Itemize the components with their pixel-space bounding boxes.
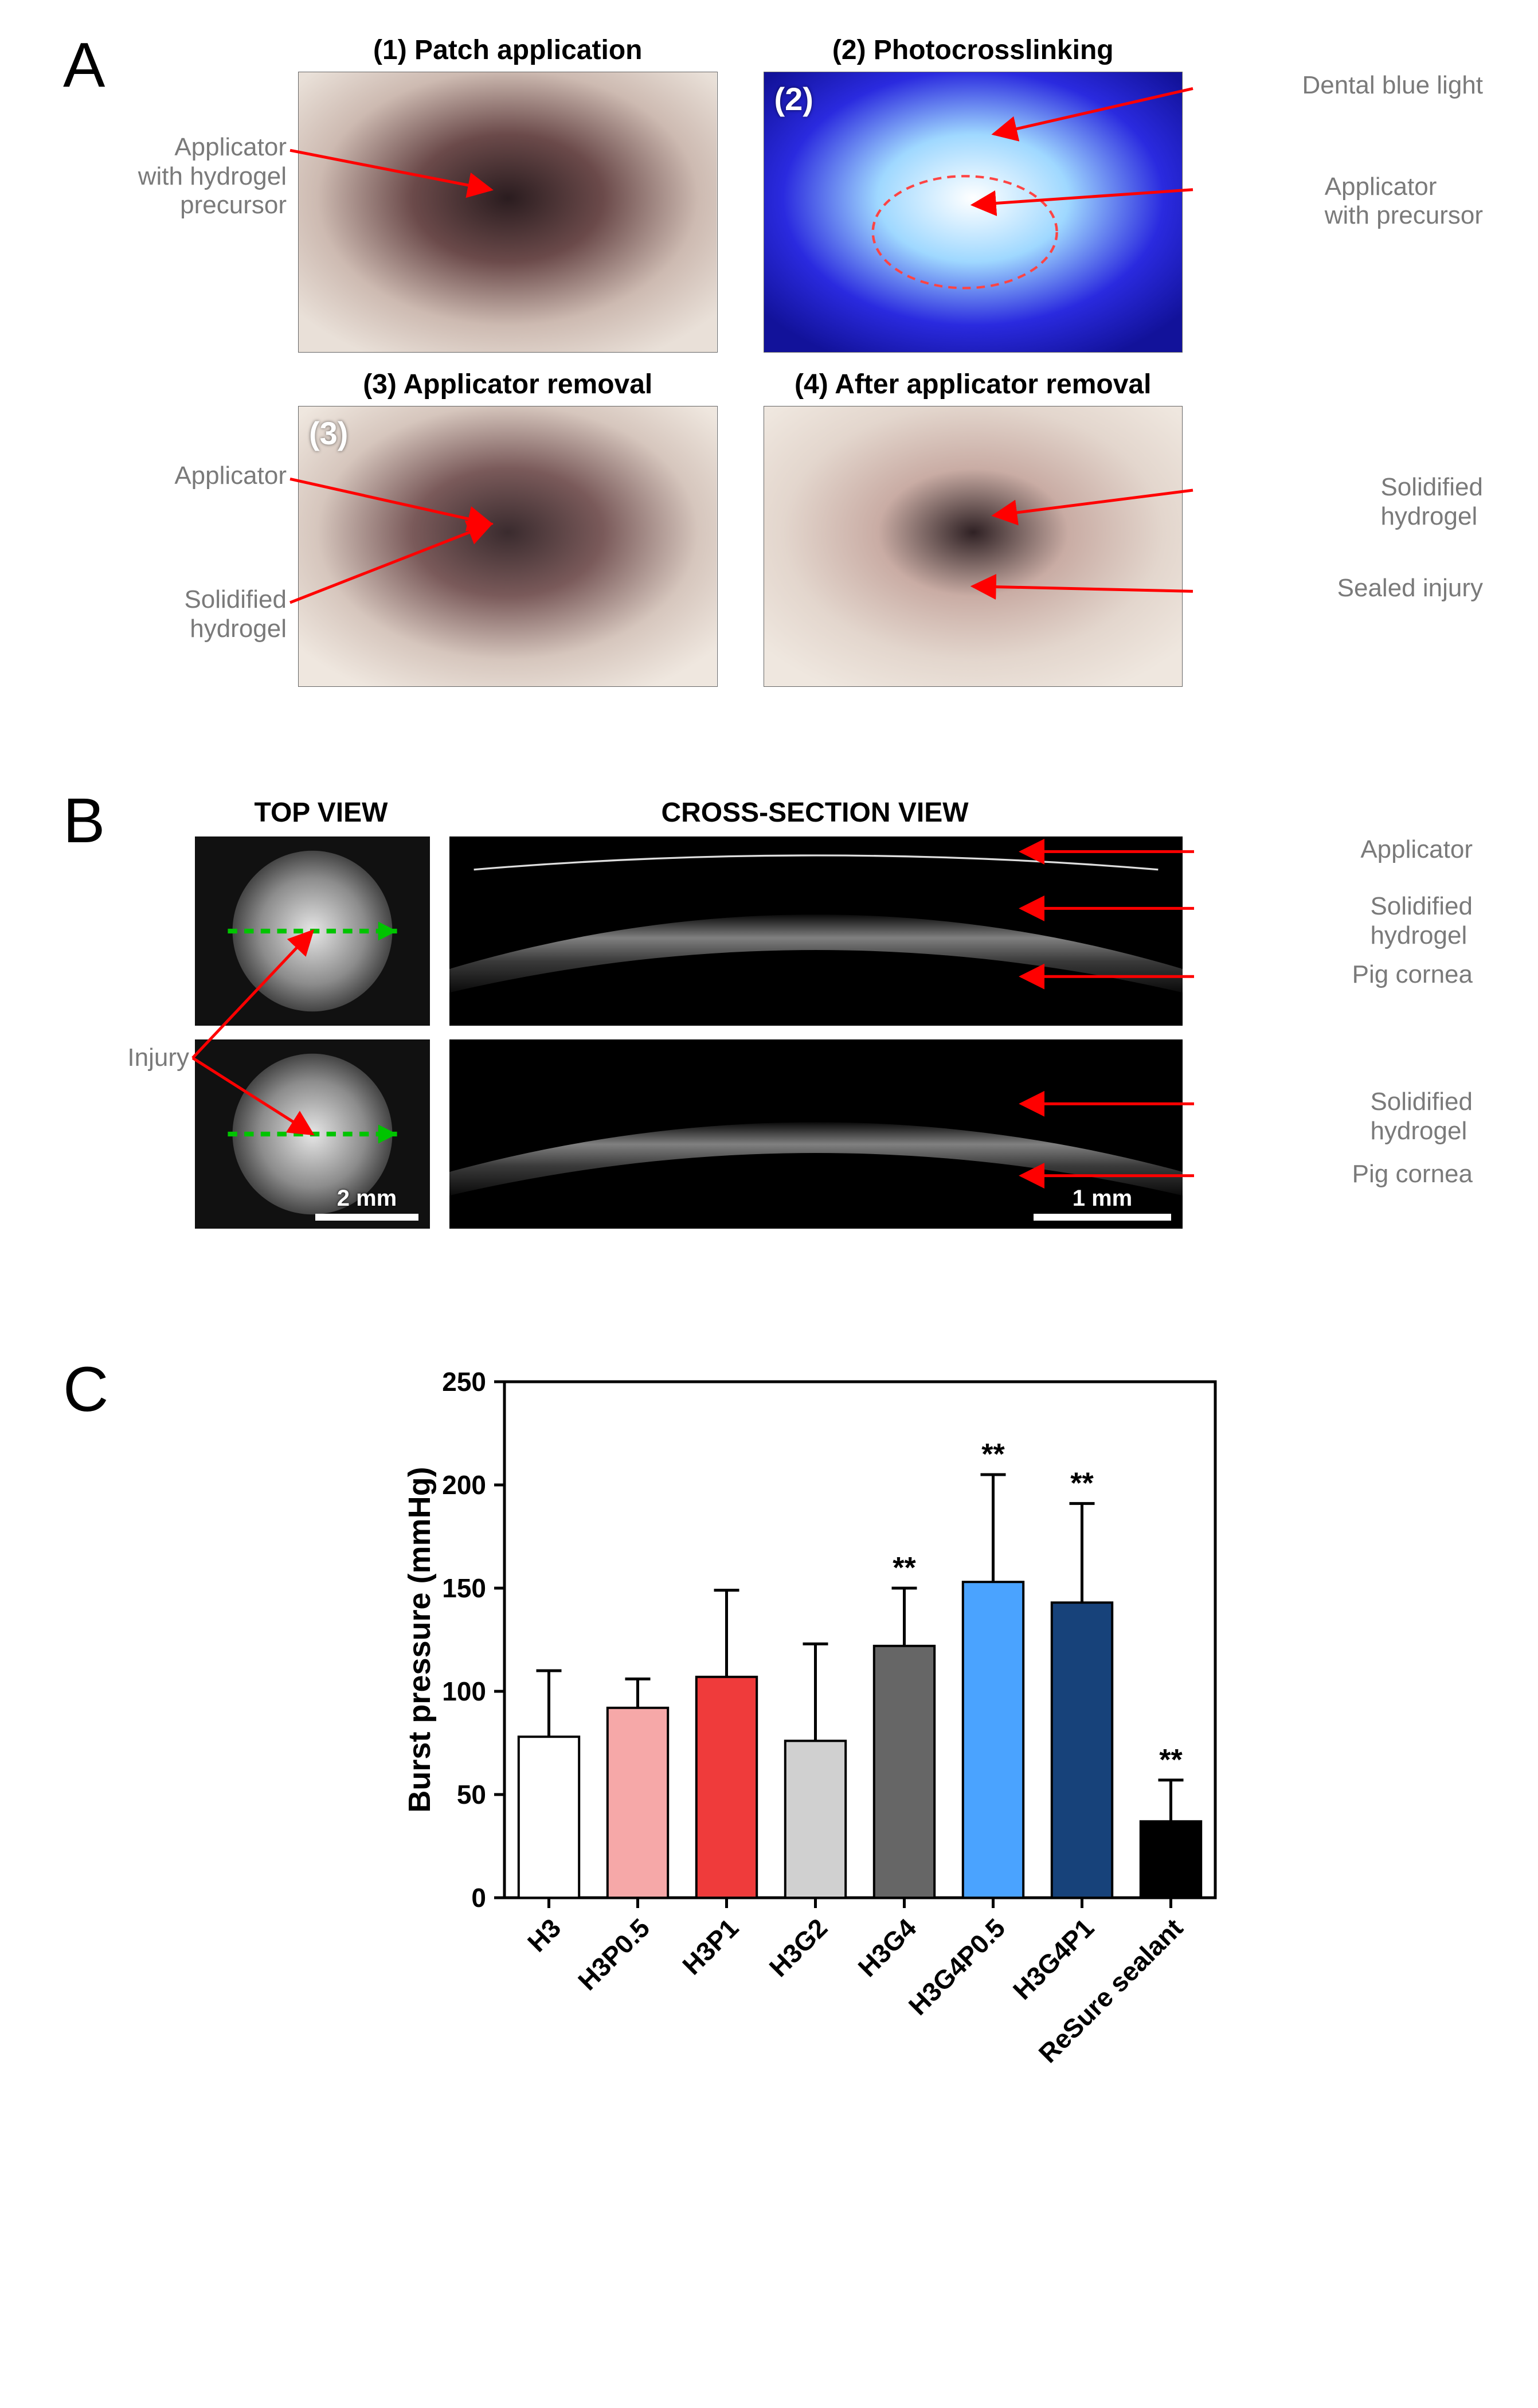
panel-a-callout: Applicator (57, 462, 287, 491)
scale-bar-top: 2 mm (315, 1186, 418, 1221)
svg-text:100: 100 (442, 1676, 486, 1706)
bar (1052, 1602, 1112, 1898)
panel-c-letter: C (63, 1353, 108, 1426)
panel-a-callout: Applicator with precursor (1196, 173, 1483, 230)
panel-b-row: 2 mm 1 mm (195, 1039, 1183, 1229)
panel-b-callout: Solidified hydrogel (1197, 892, 1473, 950)
svg-text:0: 0 (471, 1883, 486, 1913)
panel-a-image-placeholder (299, 72, 717, 352)
svg-text:**: ** (981, 1438, 1005, 1471)
bar (785, 1741, 846, 1898)
svg-text:H3: H3 (522, 1913, 566, 1957)
panel-a-cell-2: (2) Photocrosslinking (2) (764, 34, 1183, 353)
panel-b-row (195, 836, 1183, 1026)
panel-a-cell-1: (1) Patch application (298, 34, 718, 353)
panel-b-top-view: 2 mm (195, 1039, 430, 1229)
panel-b-cross-section (449, 836, 1183, 1026)
svg-text:**: ** (893, 1551, 916, 1585)
panel-c: C 050100150200250Burst pressure (mmHg)H3… (46, 1359, 1492, 2133)
svg-text:H3G4P0.5: H3G4P0.5 (903, 1913, 1011, 2021)
panel-b-callout: Applicator (1197, 835, 1473, 865)
panel-a-image-placeholder (764, 72, 1183, 352)
svg-text:H3P0.5: H3P0.5 (572, 1913, 655, 1996)
bar (874, 1646, 934, 1898)
svg-text:H3G2: H3G2 (764, 1913, 833, 1983)
burst-pressure-bar-chart: 050100150200250Burst pressure (mmHg)H3H3… (401, 1359, 1250, 2133)
svg-text:H3P1: H3P1 (676, 1913, 744, 1980)
panel-a-overlay-number: (3) (309, 415, 348, 452)
panel-a-cell-3: (3) Applicator removal (3) (298, 369, 718, 687)
panel-a-cell-title: (4) After applicator removal (764, 369, 1183, 400)
panel-a-image-placeholder (764, 406, 1183, 686)
panel-a-letter: A (63, 29, 105, 101)
panel-a-callout: Sealed injury (1196, 574, 1483, 603)
panel-a-callout: Dental blue light (1196, 71, 1483, 100)
svg-text:50: 50 (457, 1780, 486, 1809)
panel-b: B TOP VIEW CROSS-SECTION VIEW 2 mm1 mm I… (46, 797, 1492, 1301)
panel-a-cell-image: (3) (298, 406, 718, 687)
scale-bar-cross: 1 mm (1034, 1186, 1171, 1221)
svg-text:H3G4P1: H3G4P1 (1007, 1913, 1100, 2006)
svg-text:Burst pressure (mmHg): Burst pressure (mmHg) (402, 1467, 437, 1812)
bar (519, 1737, 579, 1898)
figure-root: A (1) Patch application(2) Photocrosslin… (46, 34, 1492, 2133)
svg-text:150: 150 (442, 1573, 486, 1603)
panel-b-callout: Solidified hydrogel (1197, 1088, 1473, 1146)
panel-b-header-cross: CROSS-SECTION VIEW (447, 797, 1183, 828)
panel-a-cell-image: (2) (764, 72, 1183, 353)
bar (1141, 1821, 1201, 1898)
panel-b-injury-label: Injury (63, 1043, 189, 1073)
panel-a-cell-title: (3) Applicator removal (298, 369, 718, 400)
panel-a-image-placeholder (299, 406, 717, 686)
panel-a-cell-image (298, 72, 718, 353)
panel-b-top-view (195, 836, 430, 1026)
bar (963, 1582, 1023, 1898)
panel-b-cross-section: 1 mm (449, 1039, 1183, 1229)
bar (608, 1708, 668, 1898)
panel-b-callout: Pig cornea (1197, 1160, 1473, 1189)
panel-a-cell-title: (1) Patch application (298, 34, 718, 66)
svg-text:H3G4: H3G4 (852, 1913, 922, 1983)
panel-b-letter: B (63, 784, 105, 857)
panel-a-cell-title: (2) Photocrosslinking (764, 34, 1183, 66)
panel-b-header-top: TOP VIEW (195, 797, 447, 828)
panel-a: A (1) Patch application(2) Photocrosslin… (46, 34, 1492, 740)
svg-text:**: ** (1070, 1467, 1094, 1500)
panel-a-overlay-number: (2) (774, 80, 813, 118)
panel-a-cell-image (764, 406, 1183, 687)
panel-b-callout: Pig cornea (1197, 960, 1473, 990)
bar (696, 1677, 757, 1898)
panel-a-callout: Solidified hydrogel (1196, 473, 1483, 531)
panel-a-cell-4: (4) After applicator removal (764, 369, 1183, 687)
svg-text:250: 250 (442, 1367, 486, 1397)
svg-text:200: 200 (442, 1470, 486, 1500)
svg-text:**: ** (1159, 1744, 1183, 1777)
panel-a-callout: Solidified hydrogel (57, 585, 287, 643)
panel-a-callout: Applicator with hydrogel precursor (57, 133, 287, 220)
